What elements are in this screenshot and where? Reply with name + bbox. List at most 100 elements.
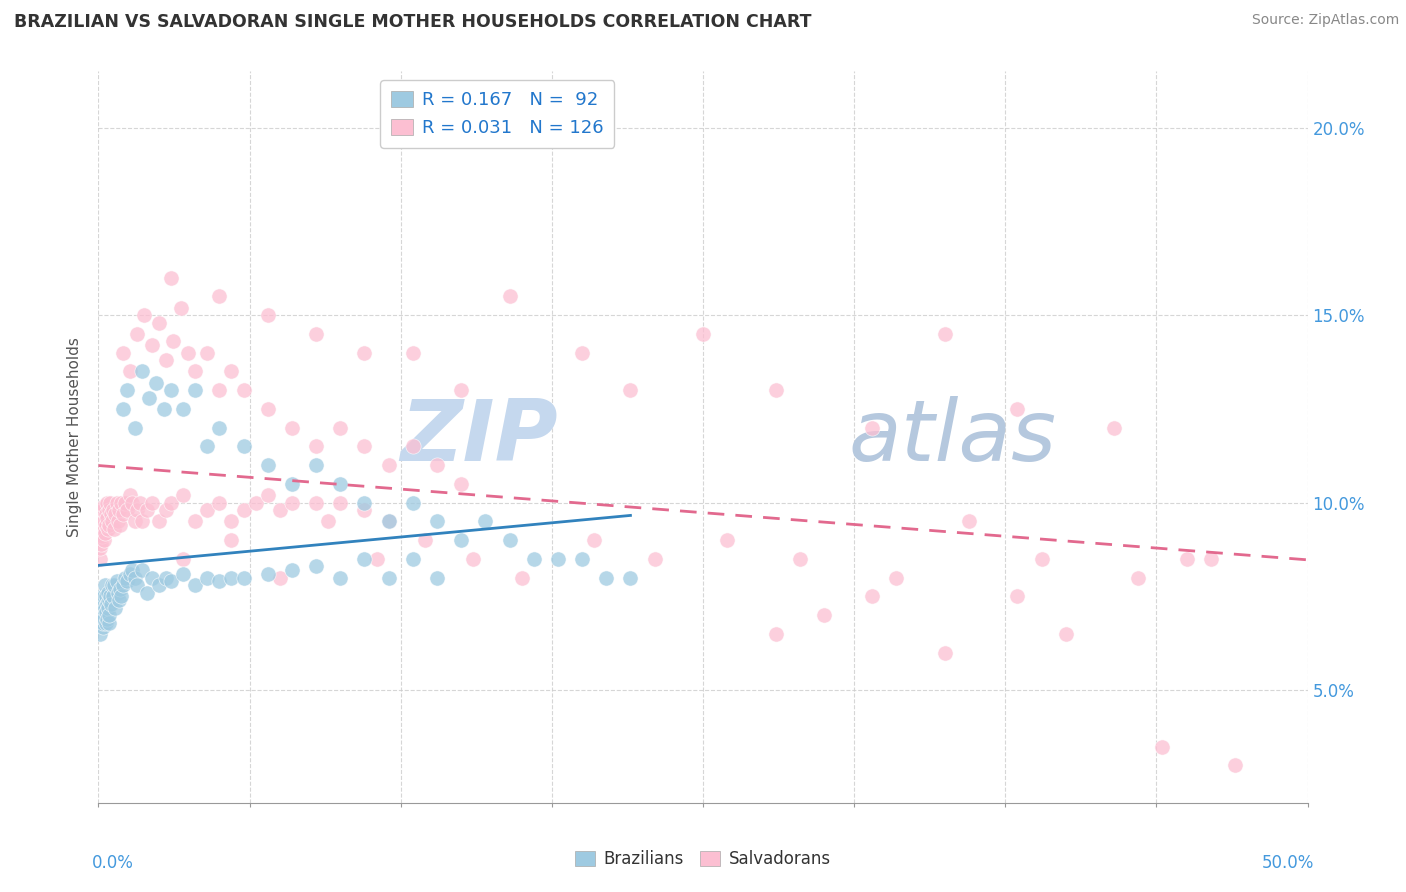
Point <box>765 383 787 397</box>
Point <box>172 488 194 502</box>
Point <box>402 552 425 566</box>
Point <box>141 571 163 585</box>
Point <box>281 563 304 577</box>
Point <box>1102 420 1125 434</box>
Point <box>93 612 115 626</box>
Point <box>221 571 243 585</box>
Point <box>160 574 183 589</box>
Point <box>232 383 254 397</box>
Point <box>97 600 120 615</box>
Point <box>97 615 120 630</box>
Point <box>1128 571 1150 585</box>
Point <box>121 563 143 577</box>
Point <box>195 571 218 585</box>
Point <box>305 458 328 473</box>
Point <box>118 488 141 502</box>
Point <box>160 496 183 510</box>
Point <box>90 600 112 615</box>
Point <box>124 571 146 585</box>
Point <box>184 515 207 529</box>
Point <box>108 593 131 607</box>
Point <box>426 458 449 473</box>
Point <box>90 515 112 529</box>
Point <box>107 515 129 529</box>
Point <box>134 308 156 322</box>
Point <box>377 571 399 585</box>
Point <box>94 578 117 592</box>
Point <box>1223 758 1246 772</box>
Point <box>94 615 117 630</box>
Point <box>108 518 131 533</box>
Point <box>91 522 114 536</box>
Point <box>91 503 114 517</box>
Point <box>860 590 883 604</box>
Point <box>426 571 449 585</box>
Point <box>329 420 352 434</box>
Point <box>90 612 112 626</box>
Point <box>195 345 218 359</box>
Point <box>1007 401 1029 416</box>
Point <box>111 507 134 521</box>
Point <box>583 533 606 548</box>
Point <box>184 578 207 592</box>
Point <box>91 619 114 633</box>
Point <box>103 522 125 536</box>
Point <box>450 477 472 491</box>
Point <box>104 600 127 615</box>
Point <box>91 615 114 630</box>
Point <box>98 608 121 623</box>
Point <box>152 401 174 416</box>
Point <box>269 503 291 517</box>
Point <box>93 608 115 623</box>
Point <box>96 597 118 611</box>
Point <box>184 383 207 397</box>
Point <box>208 420 231 434</box>
Point <box>155 503 177 517</box>
Point <box>366 552 388 566</box>
Point <box>108 503 131 517</box>
Point <box>118 566 141 581</box>
Point <box>97 503 120 517</box>
Point <box>619 571 641 585</box>
Point <box>232 440 254 454</box>
Point <box>256 458 278 473</box>
Point <box>329 496 352 510</box>
Point <box>117 503 139 517</box>
Point <box>141 496 163 510</box>
Point <box>329 477 352 491</box>
Point <box>692 326 714 341</box>
Point <box>105 496 128 510</box>
Point <box>131 563 153 577</box>
Point <box>353 552 375 566</box>
Point <box>208 289 231 303</box>
Point <box>377 515 399 529</box>
Point <box>644 552 666 566</box>
Point <box>377 515 399 529</box>
Point <box>498 533 520 548</box>
Point <box>789 552 811 566</box>
Point <box>111 578 134 592</box>
Point <box>100 578 122 592</box>
Point <box>450 533 472 548</box>
Point <box>281 420 304 434</box>
Point <box>111 345 134 359</box>
Point <box>523 552 546 566</box>
Point <box>221 515 243 529</box>
Point <box>1031 552 1053 566</box>
Point <box>91 529 114 543</box>
Point <box>160 270 183 285</box>
Point <box>813 608 835 623</box>
Point <box>118 364 141 378</box>
Point <box>305 559 328 574</box>
Point <box>89 541 111 555</box>
Point <box>97 593 120 607</box>
Point <box>89 552 111 566</box>
Point <box>860 420 883 434</box>
Point <box>353 503 375 517</box>
Point <box>124 420 146 434</box>
Point <box>402 345 425 359</box>
Point <box>353 345 375 359</box>
Text: 0.0%: 0.0% <box>93 854 134 872</box>
Point <box>1152 739 1174 754</box>
Point <box>96 590 118 604</box>
